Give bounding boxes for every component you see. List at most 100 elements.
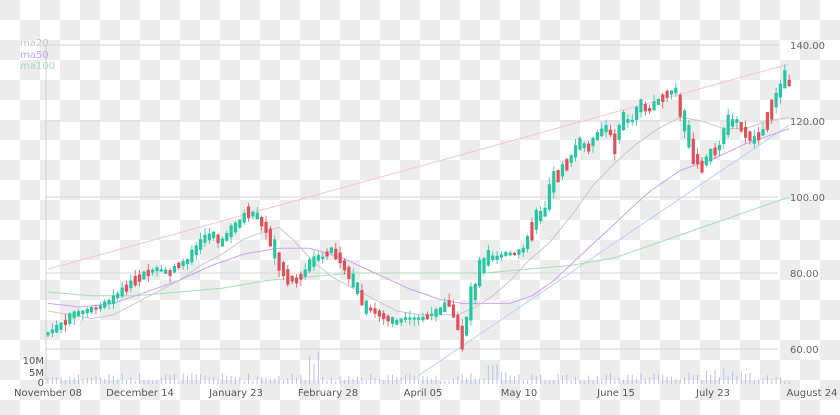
- volume-bar: [753, 380, 755, 384]
- candle-body: [316, 254, 320, 261]
- volume-bar: [86, 377, 88, 384]
- candle-body: [338, 252, 342, 264]
- candle-body: [255, 212, 259, 220]
- volume-bar: [165, 374, 167, 384]
- candle-body: [530, 221, 534, 241]
- volume-bar: [670, 376, 672, 384]
- volume-bar: [710, 374, 712, 384]
- volume-bar: [160, 377, 162, 384]
- y-tick-label: 60.00: [790, 345, 819, 356]
- candle-body: [107, 300, 111, 305]
- volume-bar: [252, 380, 254, 384]
- candle-body: [212, 231, 216, 239]
- candle-body: [377, 310, 381, 317]
- candle-body: [682, 110, 687, 132]
- volume-bar: [531, 374, 533, 384]
- candle-body: [403, 317, 408, 320]
- volume-bar: [736, 375, 738, 384]
- candle-body: [748, 131, 752, 141]
- candle-body: [739, 122, 743, 132]
- volume-bar: [317, 351, 319, 384]
- volume-bar: [627, 374, 629, 384]
- volume-bar: [413, 375, 415, 384]
- volume-bar: [623, 379, 625, 384]
- candle-body: [595, 132, 599, 141]
- candle-body: [190, 249, 194, 263]
- volume-bar: [749, 372, 751, 384]
- candle-body: [347, 267, 351, 279]
- candle-body: [177, 262, 181, 269]
- volume-tick-label: 0: [38, 378, 44, 389]
- candle-body: [399, 318, 403, 323]
- volume-bar: [653, 374, 655, 384]
- candle-body: [390, 317, 395, 324]
- candle-body: [726, 114, 730, 135]
- volume-bar: [505, 372, 507, 384]
- volume-tick-label: 10M: [23, 356, 44, 367]
- volume-bar: [221, 373, 223, 384]
- candle-body: [639, 99, 643, 113]
- volume-bar: [675, 378, 677, 384]
- candle-body: [203, 234, 207, 243]
- candle-body: [155, 267, 159, 272]
- candle-body: [491, 255, 495, 261]
- candle-body: [133, 275, 137, 286]
- x-tick-label: February 28: [298, 388, 358, 399]
- candle-body: [199, 239, 203, 250]
- volume-bar: [723, 368, 725, 384]
- volume-bar: [575, 376, 577, 384]
- volume-bar: [374, 377, 376, 384]
- candle-body: [229, 225, 233, 238]
- candle-body: [573, 145, 578, 158]
- candle-body: [334, 248, 338, 260]
- candle-body: [81, 310, 85, 315]
- candle-body: [260, 217, 264, 227]
- candle-body: [329, 247, 333, 253]
- volume-bar: [200, 374, 202, 384]
- volume-bar: [514, 376, 516, 384]
- candle-body: [704, 156, 708, 166]
- candle-body: [233, 222, 238, 233]
- candle-body: [124, 284, 129, 292]
- volume-bar: [740, 371, 742, 384]
- volume-bar: [636, 378, 638, 384]
- candle-body: [382, 313, 386, 319]
- candle-body: [495, 255, 499, 260]
- candle-body: [351, 273, 355, 288]
- candle-body: [164, 269, 168, 274]
- candle-body: [587, 143, 591, 152]
- candle-body: [613, 133, 617, 154]
- candle-body: [744, 127, 748, 138]
- volume-bar: [758, 379, 760, 384]
- candle-body: [787, 79, 791, 87]
- volume-bar: [644, 378, 646, 384]
- candle-body: [517, 249, 521, 255]
- volume-bar: [418, 379, 420, 384]
- candle-body: [264, 221, 268, 233]
- candle-body: [652, 101, 656, 111]
- candle-body: [129, 280, 133, 289]
- volume-bar: [662, 374, 664, 384]
- volume-bar: [117, 379, 119, 384]
- volume-bar: [173, 373, 175, 384]
- volume-bar: [732, 371, 734, 384]
- candle-body: [648, 107, 652, 112]
- candle-body: [451, 304, 456, 318]
- volume-bar: [692, 375, 694, 384]
- volume-bar: [483, 378, 485, 384]
- candle-body: [621, 111, 626, 131]
- candle-body: [355, 282, 360, 295]
- candle-body: [98, 305, 102, 309]
- candle-body: [656, 99, 660, 105]
- volume-bar: [326, 380, 328, 384]
- candle-body: [504, 252, 508, 256]
- volume-bar: [139, 373, 141, 384]
- volume-bar: [492, 364, 494, 384]
- ma100-line: [47, 196, 790, 297]
- candle-body: [713, 147, 717, 156]
- volume-bar: [339, 376, 341, 384]
- candle-body: [364, 300, 368, 314]
- candle-body: [281, 262, 286, 277]
- volume-bar: [779, 377, 781, 384]
- volume-bar: [466, 378, 468, 384]
